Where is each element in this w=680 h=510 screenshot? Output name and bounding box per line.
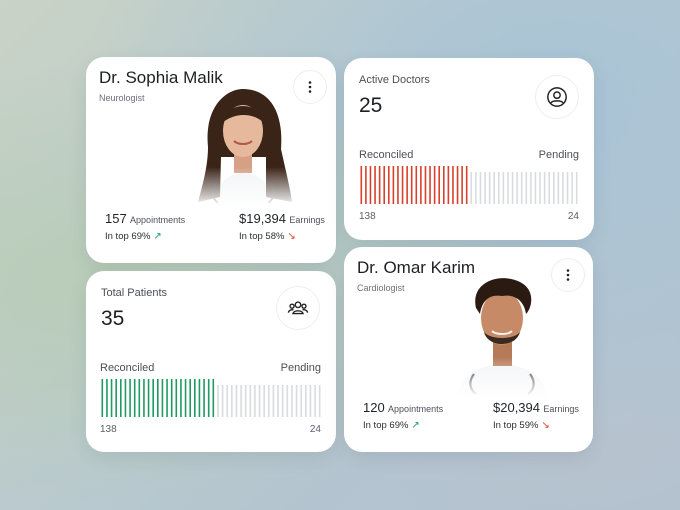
appointments-stat: 157 Appointments — [105, 211, 186, 226]
reconciled-count: 138 — [100, 424, 117, 435]
earnings-stat: $19,394 Earnings — [239, 211, 325, 226]
more-options-button[interactable] — [293, 70, 327, 104]
doctor-role: Neurologist — [99, 93, 145, 103]
earnings-rank: In top 58% ↘ — [239, 231, 296, 242]
doctor-card-sophia: Dr. Sophia Malik Neurologist 157 Appoint… — [86, 57, 336, 263]
trend-down-icon: ↘ — [541, 420, 550, 431]
doctor-role: Cardiologist — [357, 283, 405, 293]
more-options-button[interactable] — [551, 258, 585, 292]
doctor-name: Dr. Sophia Malik — [99, 68, 223, 87]
appointments-stat: 120 Appointments — [363, 400, 444, 415]
kpi-card-total-patients: Total Patients 35 Reconciled Pending 138… — [86, 271, 336, 452]
reconciled-pending-bars — [359, 166, 579, 206]
earnings-rank: In top 59% ↘ — [493, 420, 550, 431]
kpi-value: 35 — [101, 307, 125, 330]
vertical-dots-icon — [308, 81, 312, 93]
reconciled-label: Reconciled — [100, 362, 155, 374]
kpi-icon-button[interactable] — [276, 286, 320, 330]
doctor-name: Dr. Omar Karim — [357, 258, 476, 277]
reconciled-count: 138 — [359, 211, 376, 222]
appointments-rank: In top 69% ↗ — [363, 420, 420, 431]
trend-up-icon: ↗ — [411, 420, 420, 431]
doctor-photo — [440, 274, 565, 397]
kpi-icon-button[interactable] — [535, 75, 579, 119]
user-circle-icon — [547, 87, 567, 107]
doctor-card-omar: Dr. Omar Karim Cardiologist 120 Appointm… — [344, 247, 593, 452]
appointments-rank: In top 69% ↗ — [105, 231, 162, 242]
reconciled-label: Reconciled — [359, 149, 414, 161]
pending-count: 24 — [567, 211, 579, 222]
kpi-label: Total Patients — [101, 287, 168, 299]
doctor-photo — [186, 87, 301, 207]
reconciled-pending-bars — [100, 379, 322, 419]
kpi-value: 25 — [359, 94, 383, 117]
pending-label: Pending — [280, 362, 321, 374]
vertical-dots-icon — [566, 269, 570, 281]
trend-up-icon: ↗ — [153, 231, 162, 242]
pending-count: 24 — [309, 424, 321, 435]
earnings-stat: $20,394 Earnings — [493, 400, 579, 415]
kpi-card-active-doctors: Active Doctors 25 Reconciled Pending 138… — [344, 58, 594, 240]
pending-label: Pending — [538, 149, 579, 161]
kpi-label: Active Doctors — [359, 74, 430, 86]
users-group-icon — [287, 301, 309, 315]
trend-down-icon: ↘ — [287, 231, 296, 242]
